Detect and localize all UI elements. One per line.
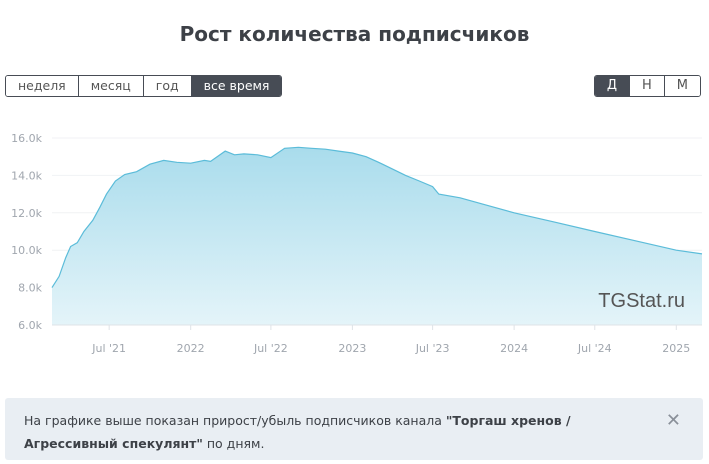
info-text-before: На графике выше показан прирост/убыль по… [24, 413, 446, 428]
series-line [51, 146, 703, 288]
x-tick-label: Jul '21 [91, 342, 126, 355]
period-selector: неделя месяц год все время [5, 75, 283, 97]
period-week-button[interactable]: неделя [6, 76, 78, 96]
granularity-day-button[interactable]: Д [594, 76, 629, 96]
x-tick-label: Jul '22 [253, 342, 288, 355]
granularity-week-button[interactable]: Н [629, 76, 664, 96]
x-tick-label: 2022 [177, 342, 205, 355]
subscribers-chart: 6.0k 8.0k 10.0k 12.0k 14.0k 16.0k Jul '21 2022 J… [11, 132, 703, 355]
granularity-month-button[interactable]: М [663, 76, 700, 96]
period-all-time-button[interactable]: все время [190, 76, 282, 96]
y-tick-label: 16.0k [11, 132, 42, 145]
info-banner: На графике выше показан прирост/убыль по… [5, 398, 703, 460]
x-tick-label: 2023 [338, 342, 366, 355]
channel-name: "Торгаш хренов / Агрессивный спекулянт" [24, 413, 571, 451]
area-fill [52, 147, 702, 325]
page-title: Рост количества подписчиков [179, 22, 530, 46]
info-text-after: по дням. [202, 436, 265, 451]
y-tick-label: 6.0k [18, 319, 42, 332]
info-text: На графике выше показан прирост/убыль по… [24, 409, 624, 455]
x-tick-label: Jul '24 [577, 342, 612, 355]
close-icon[interactable]: ✕ [665, 410, 681, 431]
y-tick-label: 14.0k [11, 169, 42, 182]
x-tick-label: 2024 [500, 342, 528, 355]
period-year-button[interactable]: год [142, 76, 191, 96]
watermark: TGStat.ru [598, 290, 685, 312]
y-tick-label: 10.0k [11, 244, 42, 257]
granularity-selector: Д Н М [593, 75, 701, 97]
y-tick-label: 12.0k [11, 207, 42, 220]
x-tick-label: Jul '23 [415, 342, 450, 355]
data-points [51, 147, 703, 288]
x-tick-label: 2025 [662, 342, 690, 355]
period-month-button[interactable]: месяц [77, 76, 143, 96]
y-tick-label: 8.0k [18, 282, 42, 295]
